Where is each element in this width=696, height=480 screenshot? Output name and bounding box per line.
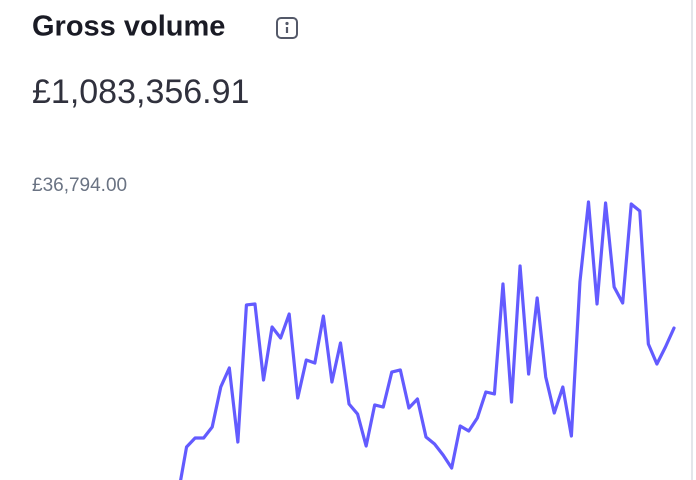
title: Gross volume	[32, 11, 225, 43]
total: £1,083,356.91	[32, 73, 249, 111]
plot: £36,794.00	[32, 175, 676, 480]
volume-line	[179, 200, 676, 480]
info-icon[interactable]	[276, 17, 298, 39]
max-label: £36,794.00	[32, 175, 127, 196]
